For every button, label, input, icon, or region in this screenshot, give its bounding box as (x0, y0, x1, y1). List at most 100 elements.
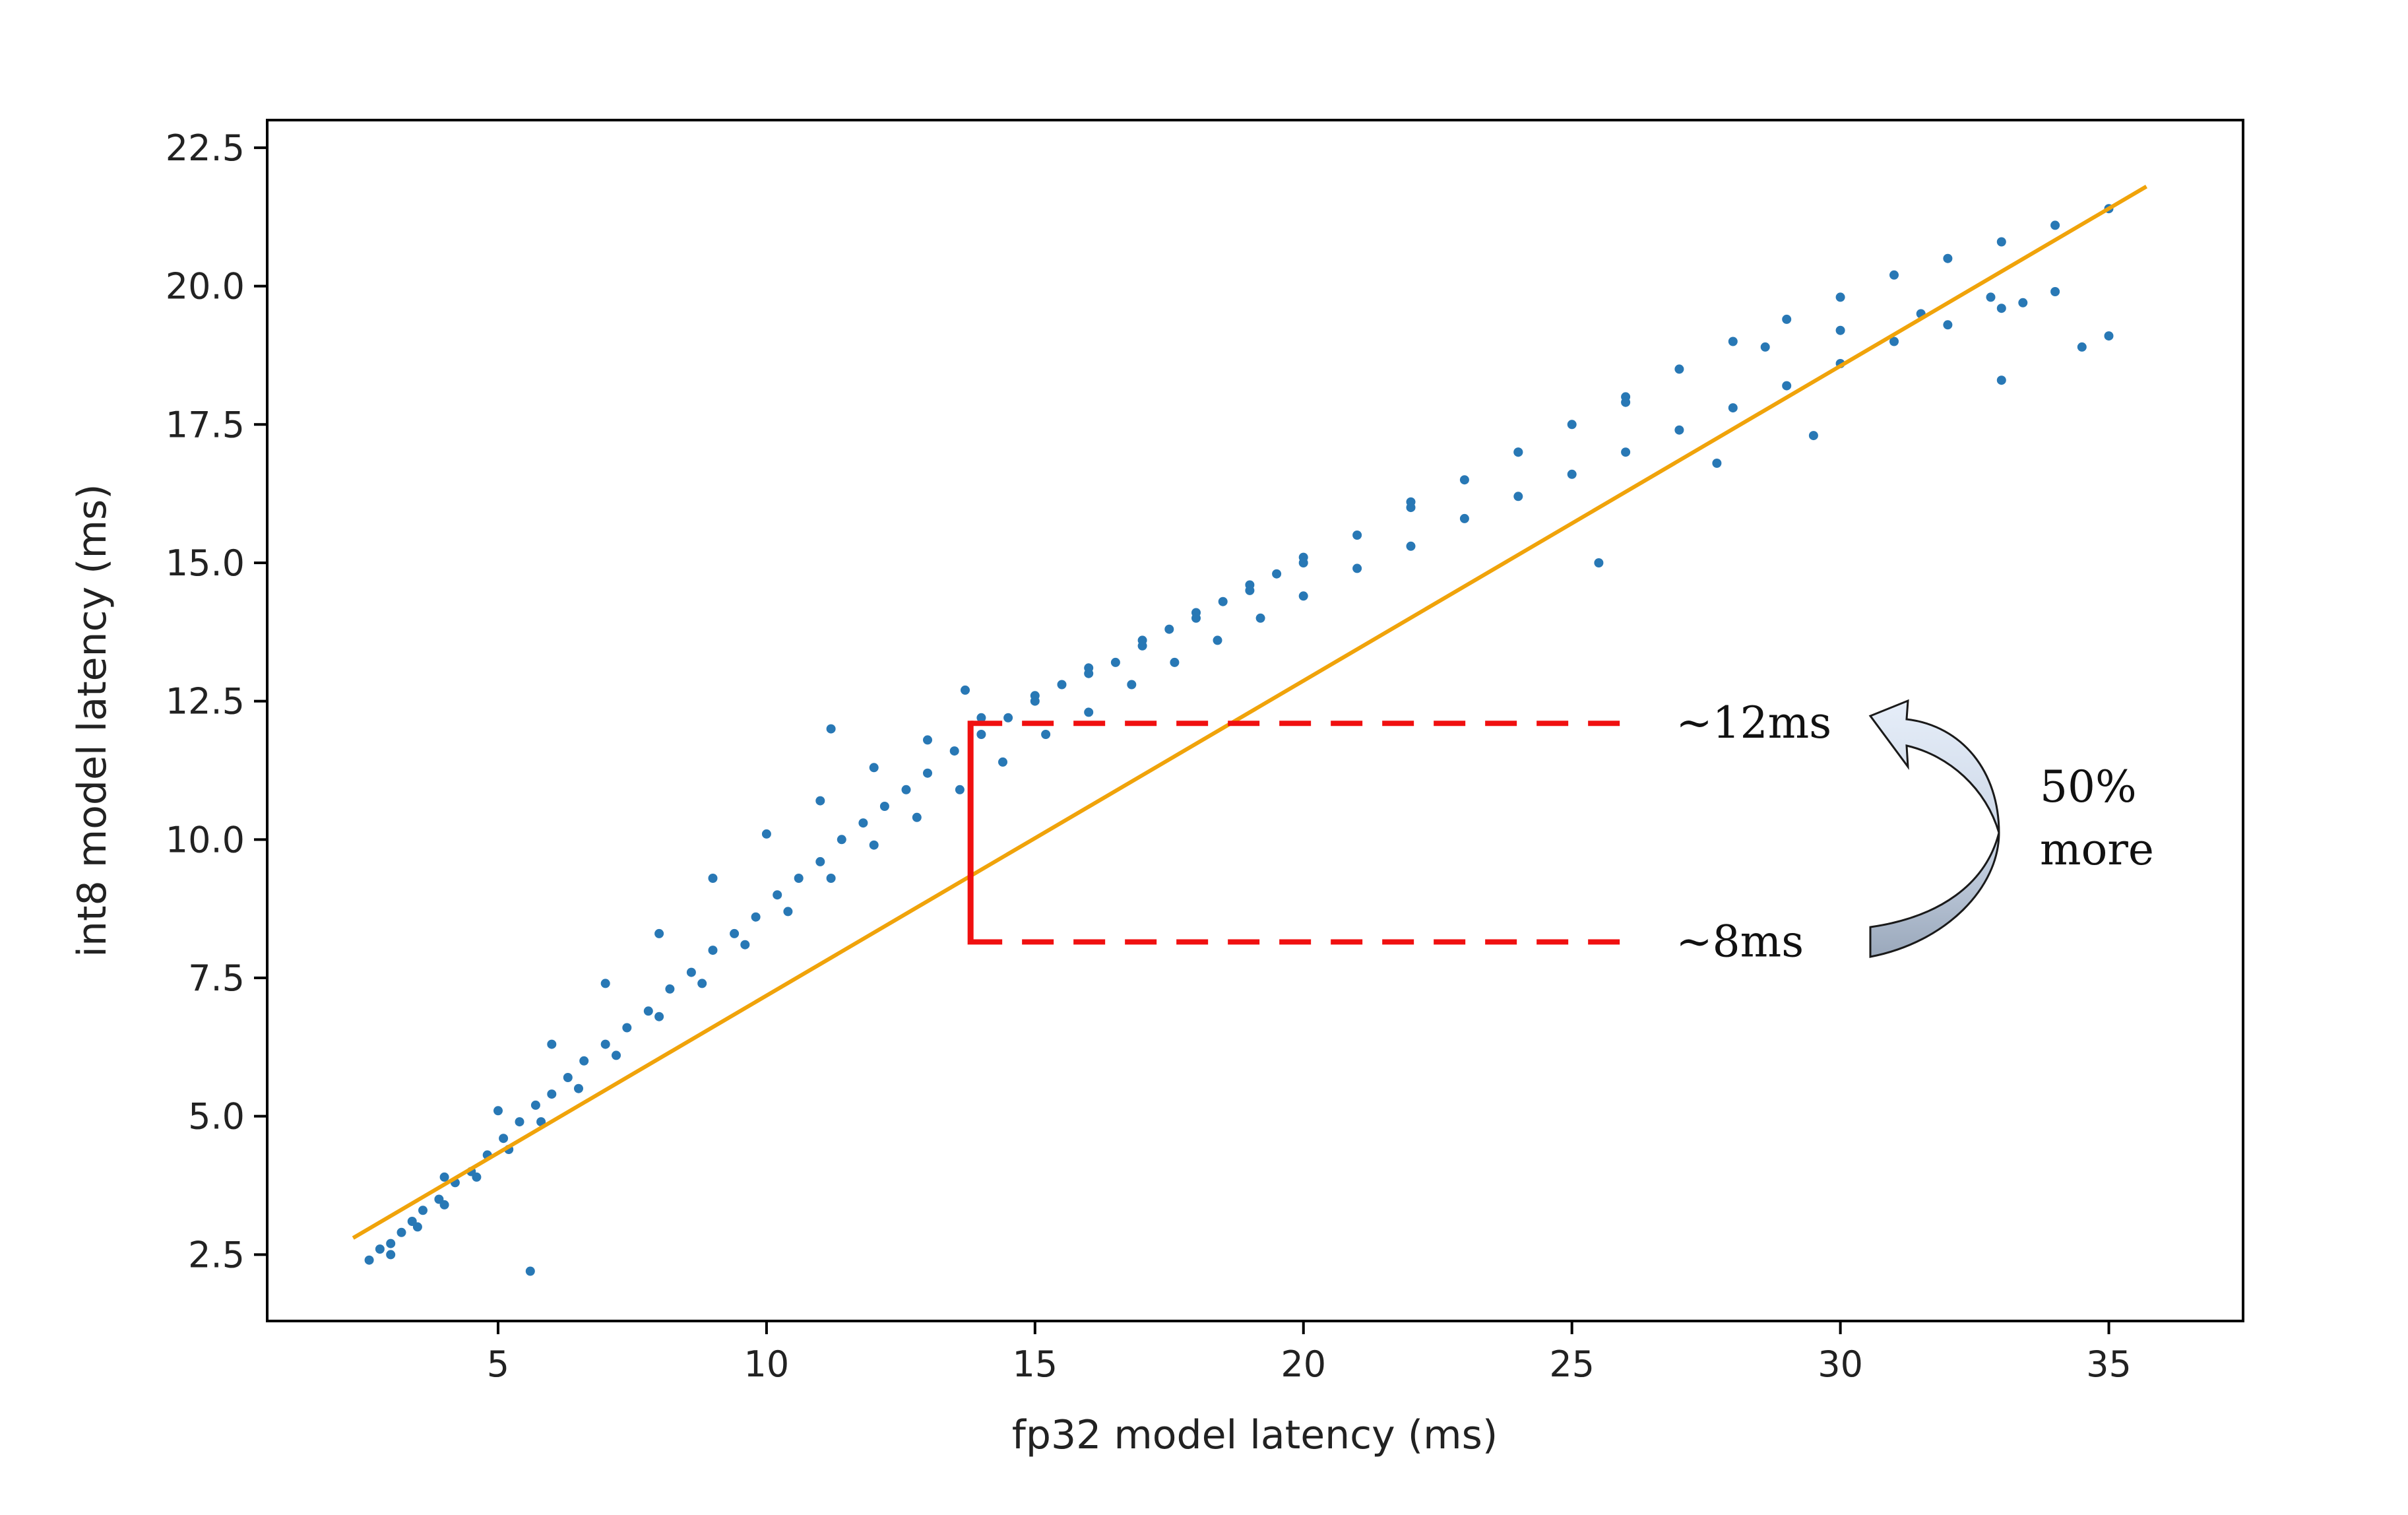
scatter-point (499, 1134, 509, 1144)
scatter-point (1835, 325, 1845, 335)
scatter-point (923, 768, 932, 778)
scatter-point (1728, 403, 1738, 413)
scatter-point (1712, 459, 1722, 468)
plot-frame (266, 119, 2244, 1322)
scatter-point (1459, 513, 1469, 523)
scatter-point (364, 1255, 374, 1265)
scatter-point (600, 1039, 610, 1049)
scatter-point (1352, 564, 1362, 573)
scatter-point (708, 946, 718, 955)
scatter-point (837, 835, 846, 845)
y-tick-label: 22.5 (166, 127, 245, 169)
x-tick-label: 5 (487, 1343, 509, 1385)
top-latency-label: ~12ms (1676, 697, 1831, 748)
scatter-point (612, 1050, 621, 1060)
scatter-point (1996, 237, 2006, 247)
scatter-point (1406, 497, 1416, 507)
scatter-point (815, 796, 825, 806)
scatter-points (364, 204, 2114, 1276)
scatter-point (751, 912, 761, 922)
scatter-point (1245, 580, 1255, 590)
scatter-point (1782, 381, 1792, 391)
scatter-point (686, 967, 696, 977)
scatter-point (794, 874, 804, 883)
x-axis-title: fp32 model latency (ms) (1012, 1412, 1498, 1458)
x-tick-label: 30 (1818, 1343, 1863, 1385)
scatter-point (697, 979, 707, 988)
y-tick-label: 5.0 (188, 1096, 245, 1138)
scatter-point (1835, 292, 1845, 302)
scatter-point (530, 1100, 540, 1110)
scatter-point (1621, 397, 1631, 407)
increase-label-line2: more (2040, 824, 2154, 875)
scatter-point (1567, 420, 1577, 430)
y-tick-label: 12.5 (166, 681, 245, 723)
scatter-point (493, 1106, 503, 1116)
y-tick-label: 10.0 (166, 819, 245, 860)
x-tick-label: 15 (1012, 1343, 1058, 1385)
scatter-point (1164, 624, 1174, 634)
scatter-point (1459, 475, 1469, 485)
x-tick-label: 20 (1281, 1343, 1326, 1385)
scatter-point (826, 874, 836, 883)
scatter-point (869, 840, 879, 850)
scatter-point (949, 746, 959, 756)
scatter-point (815, 856, 825, 866)
y-tick-label: 7.5 (188, 957, 245, 999)
scatter-point (643, 1006, 653, 1016)
scatter-point (1272, 569, 1282, 579)
scatter-point (1513, 447, 1523, 457)
latency-annotation: ~12ms ~8ms 50% more (967, 697, 2154, 967)
scatter-point (1213, 635, 1222, 645)
scatter-point (1084, 707, 1094, 717)
scatter-point (1986, 292, 1996, 302)
scatter-point (1996, 375, 2006, 385)
x-tick-label: 25 (1549, 1343, 1595, 1385)
scatter-point (2104, 331, 2114, 341)
scatter-point (547, 1089, 557, 1099)
scatter-point (858, 818, 868, 828)
scatter-point (396, 1227, 406, 1237)
scatter-point (375, 1244, 385, 1254)
scatter-point (600, 979, 610, 988)
scatter-point (773, 890, 782, 900)
scatter-point (574, 1083, 583, 1093)
scatter-point (1674, 364, 1684, 374)
scatter-point (547, 1039, 557, 1049)
scatter-point (654, 1012, 664, 1021)
scatter-point (955, 785, 965, 794)
y-tick-label: 2.5 (188, 1234, 245, 1275)
scatter-point (1996, 304, 2006, 313)
scatter-point (1030, 691, 1040, 701)
bottom-latency-label: ~8ms (1676, 916, 1804, 967)
scatter-point (1057, 680, 1067, 690)
scatter-point (1728, 337, 1738, 346)
x-tick-label: 35 (2086, 1343, 2132, 1385)
scatter-point (1889, 270, 1899, 280)
scatter-point (1137, 635, 1147, 645)
increase-label-line1: 50% (2040, 761, 2137, 812)
scatter-point (472, 1172, 482, 1182)
scatter-point (1218, 596, 1228, 606)
scatter-point (761, 829, 771, 839)
scatter-point (563, 1073, 573, 1082)
scatter-point (1170, 657, 1180, 667)
scatter-point (418, 1206, 428, 1215)
x-tick-label: 10 (744, 1343, 790, 1385)
scatter-point (654, 928, 664, 938)
scatter-point (923, 735, 932, 745)
scatter-point (536, 1117, 546, 1127)
scatter-point (1110, 657, 1120, 667)
scatter-point (579, 1056, 589, 1066)
scatter-point (1084, 663, 1094, 673)
scatter-point (1943, 253, 1953, 263)
scatter-point (1594, 558, 1604, 567)
scatter-point (1041, 730, 1051, 739)
y-tick-label: 15.0 (166, 542, 245, 584)
scatter-point (961, 685, 970, 695)
scatter-point (879, 802, 889, 811)
scatter-point (439, 1172, 449, 1182)
scatter-point (515, 1117, 524, 1127)
scatter-point (730, 928, 740, 938)
scatter-point (525, 1266, 535, 1276)
